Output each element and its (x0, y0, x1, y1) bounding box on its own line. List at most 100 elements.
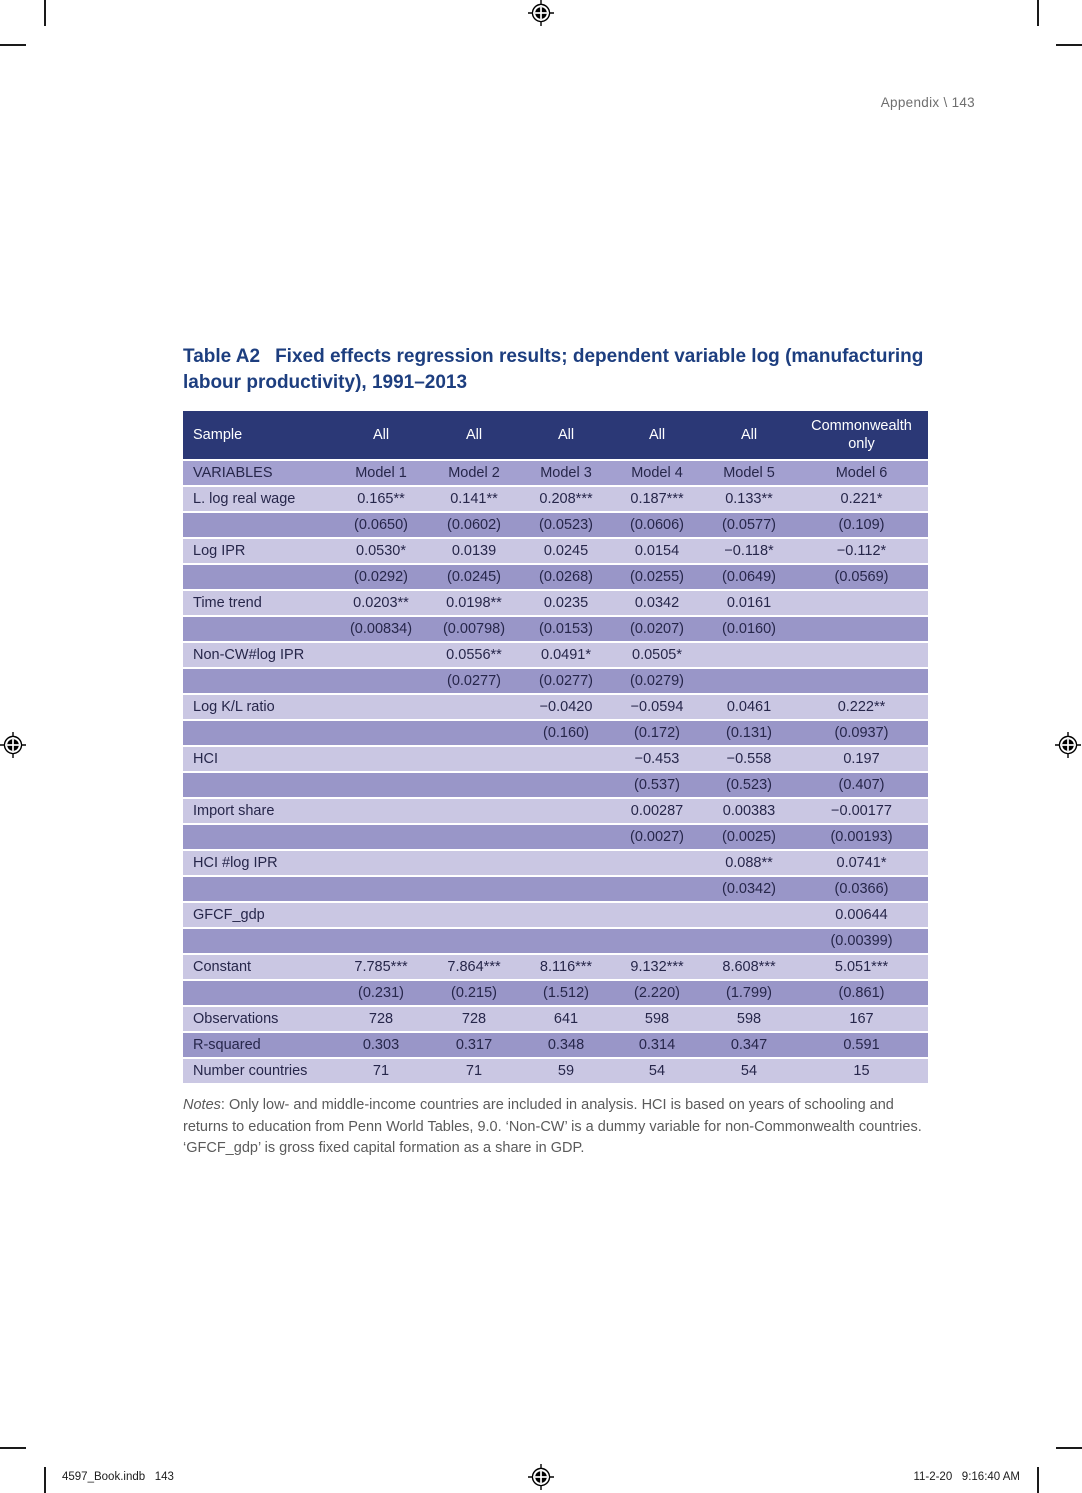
table-cell: (0.861) (795, 981, 928, 1005)
table-cell: 8.116*** (521, 955, 611, 979)
table-cell: (0.00798) (427, 617, 521, 641)
table-cell (521, 851, 611, 875)
table-cell: 71 (427, 1059, 521, 1083)
crop-mark-top-right-h (1056, 44, 1082, 46)
table-cell (335, 851, 427, 875)
running-header: Appendix \ 143 (880, 95, 975, 110)
row-label (183, 721, 335, 745)
table-row: (0.0650) (0.0602) (0.0523) (0.0606) (0.0577)… (183, 513, 928, 537)
crop-mark-top-left-h (0, 44, 26, 46)
table-cell (427, 747, 521, 771)
table-cell (795, 591, 928, 615)
table-cell: All (611, 411, 703, 459)
table-cell: (0.407) (795, 773, 928, 797)
table-cell: 54 (611, 1059, 703, 1083)
table-row: Non-CW#log IPR 0.0556** 0.0491* 0.0505* (183, 643, 928, 667)
table-row: (0.160) (0.172) (0.131) (0.0937) (183, 721, 928, 745)
table-cell: 598 (611, 1007, 703, 1031)
table-cell: (0.0523) (521, 513, 611, 537)
table-cell: (0.0277) (427, 669, 521, 693)
row-label (183, 669, 335, 693)
table-cell (335, 929, 427, 953)
table-cell: (0.0279) (611, 669, 703, 693)
table-cell: 9.132*** (611, 955, 703, 979)
table-cell: All (427, 411, 521, 459)
crop-mark-top-left-v (44, 0, 46, 26)
row-label: R-squared (183, 1033, 335, 1057)
crop-mark-bottom-left-v (44, 1467, 46, 1493)
row-label: HCI #log IPR (183, 851, 335, 875)
row-label: Log K/L ratio (183, 695, 335, 719)
table-cell: 0.0491* (521, 643, 611, 667)
table-cell (335, 903, 427, 927)
table-cell: 0.00287 (611, 799, 703, 823)
table-row: Constant 7.785*** 7.864*** 8.116*** 9.132***… (183, 955, 928, 979)
table-cell: (0.231) (335, 981, 427, 1005)
table-cell: 59 (521, 1059, 611, 1083)
table-cell (335, 695, 427, 719)
table-cell: 0.133** (703, 487, 795, 511)
table-cell: (0.0577) (703, 513, 795, 537)
table-cell: All (703, 411, 795, 459)
registration-mark-icon (528, 1464, 554, 1490)
table-cell: 0.197 (795, 747, 928, 771)
row-label: Sample (183, 411, 335, 459)
row-label: Number countries (183, 1059, 335, 1083)
registration-mark-icon (528, 0, 554, 26)
registration-mark-icon (0, 732, 26, 758)
row-label (183, 825, 335, 849)
table-cell (521, 929, 611, 953)
table-cell: 728 (427, 1007, 521, 1031)
table-cell: (0.537) (611, 773, 703, 797)
table-row: Time trend 0.0203** 0.0198** 0.0235 0.0342 0.… (183, 591, 928, 615)
table-cell: 728 (335, 1007, 427, 1031)
table-cell: (0.0207) (611, 617, 703, 641)
table-cell: (1.512) (521, 981, 611, 1005)
table-cell: 0.222** (795, 695, 928, 719)
table-cell (795, 669, 928, 693)
table-cell: 0.0505* (611, 643, 703, 667)
registration-mark-icon (1055, 732, 1081, 758)
table-cell (427, 877, 521, 901)
table-cell: 0.303 (335, 1033, 427, 1057)
table-cell: 0.591 (795, 1033, 928, 1057)
table-cell: (0.0255) (611, 565, 703, 589)
table-cell (703, 643, 795, 667)
crop-mark-top-right-v (1037, 0, 1039, 26)
table-cell: 0.187*** (611, 487, 703, 511)
table-cell: (0.0649) (703, 565, 795, 589)
table-row: (0.0342) (0.0366) (183, 877, 928, 901)
table-cell: 0.0235 (521, 591, 611, 615)
table-cell: 0.141** (427, 487, 521, 511)
table-cell (521, 903, 611, 927)
table-cell (427, 721, 521, 745)
table-cell (521, 799, 611, 823)
table-cell (427, 825, 521, 849)
table-cell: −0.558 (703, 747, 795, 771)
table-cell (703, 903, 795, 927)
table-row: (0.537) (0.523) (0.407) (183, 773, 928, 797)
table-row: (0.0277) (0.0277) (0.0279) (183, 669, 928, 693)
table-cell (521, 825, 611, 849)
table-title-number: Table A2 (183, 346, 261, 367)
table-cell: Model 2 (427, 461, 521, 485)
row-label: HCI (183, 747, 335, 771)
row-label (183, 981, 335, 1005)
table-row: Import share 0.00287 0.00383 −0.00177 (183, 799, 928, 823)
table-row: HCI #log IPR 0.088** 0.0741* (183, 851, 928, 875)
row-label: Non-CW#log IPR (183, 643, 335, 667)
table-cell: (0.172) (611, 721, 703, 745)
notes-label: Notes (183, 1097, 221, 1113)
table-cell: 0.0198** (427, 591, 521, 615)
row-label: VARIABLES (183, 461, 335, 485)
table-cell: All (521, 411, 611, 459)
table-cell: −0.453 (611, 747, 703, 771)
table-cell (521, 747, 611, 771)
table-cell: 0.314 (611, 1033, 703, 1057)
table-cell: (0.0027) (611, 825, 703, 849)
table-cell: (0.0342) (703, 877, 795, 901)
table-row: Observations 728 728 641 598 598 167 (183, 1007, 928, 1031)
table-cell (335, 877, 427, 901)
table-cell: (0.0160) (703, 617, 795, 641)
table-row: (0.231) (0.215) (1.512) (2.220) (1.799) (0.86… (183, 981, 928, 1005)
